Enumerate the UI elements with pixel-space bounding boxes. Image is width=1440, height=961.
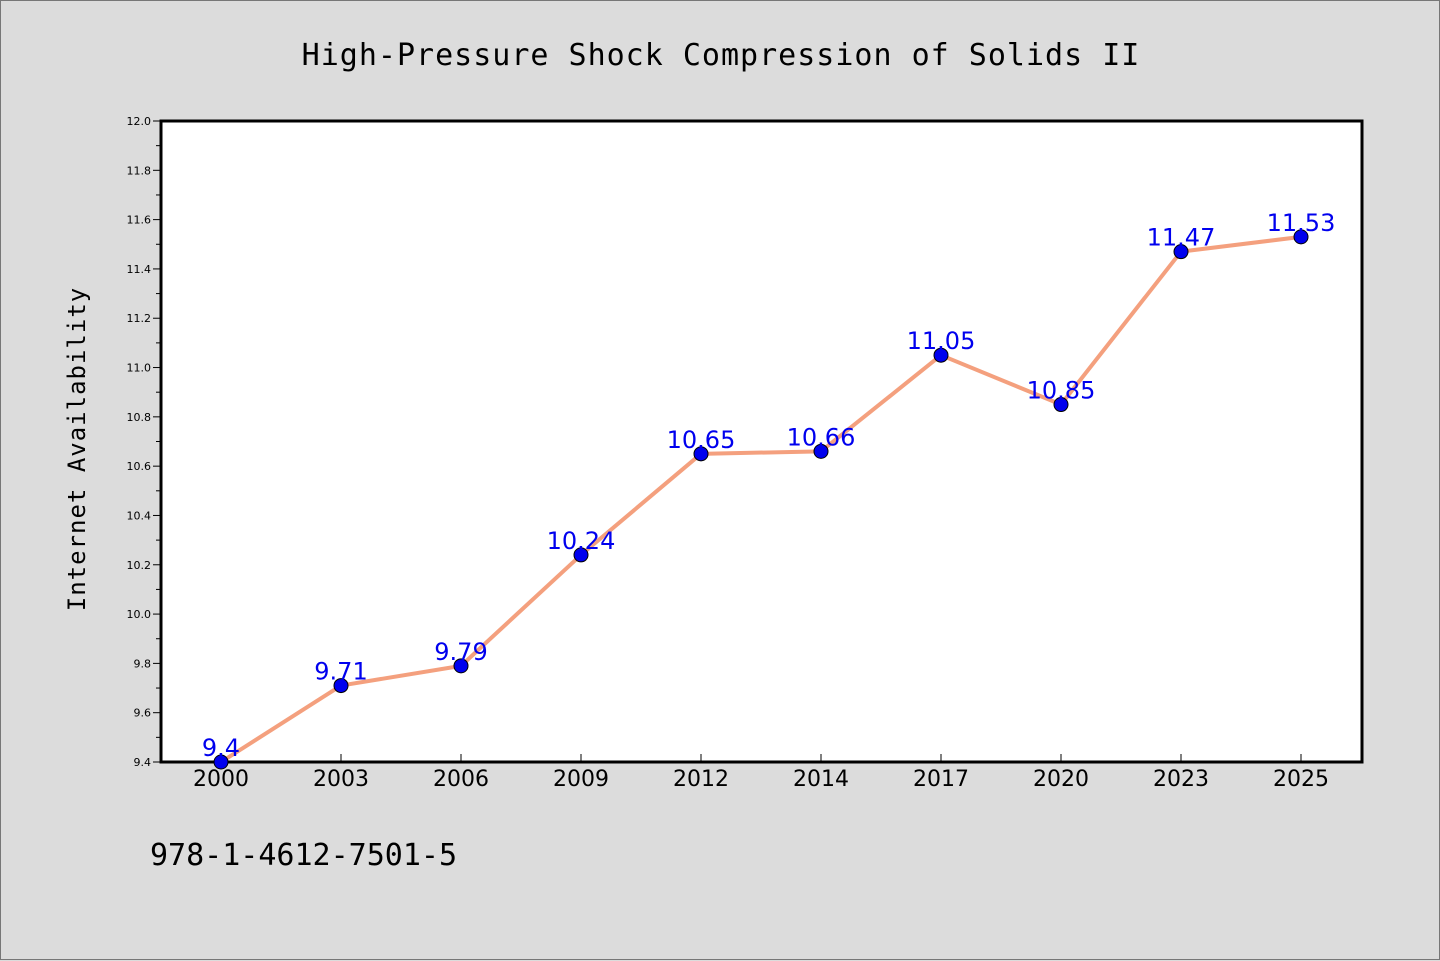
x-tick-label: 2020	[1033, 767, 1089, 792]
data-label: 10.24	[547, 527, 616, 555]
y-tick-label: 9.4	[134, 756, 152, 769]
data-point	[213, 754, 229, 770]
y-tick-label: 10.4	[127, 509, 152, 522]
y-tick-label: 10.8	[127, 411, 152, 424]
y-tick-label: 11.4	[127, 263, 152, 276]
data-label: 10.65	[667, 426, 736, 454]
y-axis: 9.4 9.6 9.8 10.0 10.2 10.4 10.6 10.8 11.0 11.2 11.…	[127, 115, 161, 769]
y-tick-label: 9.8	[134, 657, 152, 670]
data-point	[813, 443, 829, 459]
y-tick-label: 10.6	[127, 460, 152, 473]
data-label: 11.05	[907, 327, 976, 355]
data-point	[453, 658, 469, 674]
data-point	[333, 678, 349, 694]
y-tick-label: 10.2	[127, 559, 152, 572]
y-tick-label: 12.0	[127, 115, 152, 128]
x-tick-label: 2025	[1273, 767, 1329, 792]
data-point	[933, 347, 949, 363]
data-label: 11.47	[1147, 224, 1216, 252]
y-tick-label: 10.0	[127, 608, 152, 621]
x-tick-label: 2012	[673, 767, 729, 792]
y-tick-label: 11.2	[127, 312, 152, 325]
chart-title: High-Pressure Shock Compression of Solid…	[302, 38, 1141, 73]
y-tick-label: 11.0	[127, 362, 152, 375]
data-label: 10.66	[787, 423, 856, 451]
data-label: 9.4	[202, 734, 240, 762]
data-label: 9.79	[434, 638, 487, 666]
x-tick-label: 2006	[433, 767, 489, 792]
x-tick-label: 2014	[793, 767, 849, 792]
x-tick-label: 2017	[913, 767, 969, 792]
data-point	[693, 446, 709, 462]
y-tick-label: 9.6	[134, 707, 152, 720]
data-label: 11.53	[1267, 209, 1336, 237]
x-tick-label: 2003	[313, 767, 369, 792]
data-point	[573, 547, 589, 563]
isbn-footer: 978-1-4612-7501-5	[150, 838, 457, 873]
data-label: 10.85	[1027, 377, 1096, 405]
y-axis-label: Internet Availability	[63, 287, 91, 611]
x-tick-label: 2023	[1153, 767, 1209, 792]
data-point	[1053, 397, 1069, 413]
data-label: 9.71	[314, 658, 367, 686]
x-tick-label: 2000	[193, 767, 249, 792]
data-point	[1173, 244, 1189, 260]
y-tick-label: 11.6	[127, 214, 152, 227]
x-axis: 2000 2003 2006 2009 2012 2014 2017 2020 2023 2025	[193, 754, 1329, 792]
series-layer: 9.4 9.71 9.79 10.24 10.65 10.66 11.05 10.85 11.4…	[202, 209, 1336, 770]
plot-area	[159, 119, 1364, 764]
data-point	[1293, 229, 1309, 245]
x-tick-label: 2009	[553, 767, 609, 792]
y-tick-label: 11.8	[127, 164, 152, 177]
series-line	[219, 234, 1303, 764]
